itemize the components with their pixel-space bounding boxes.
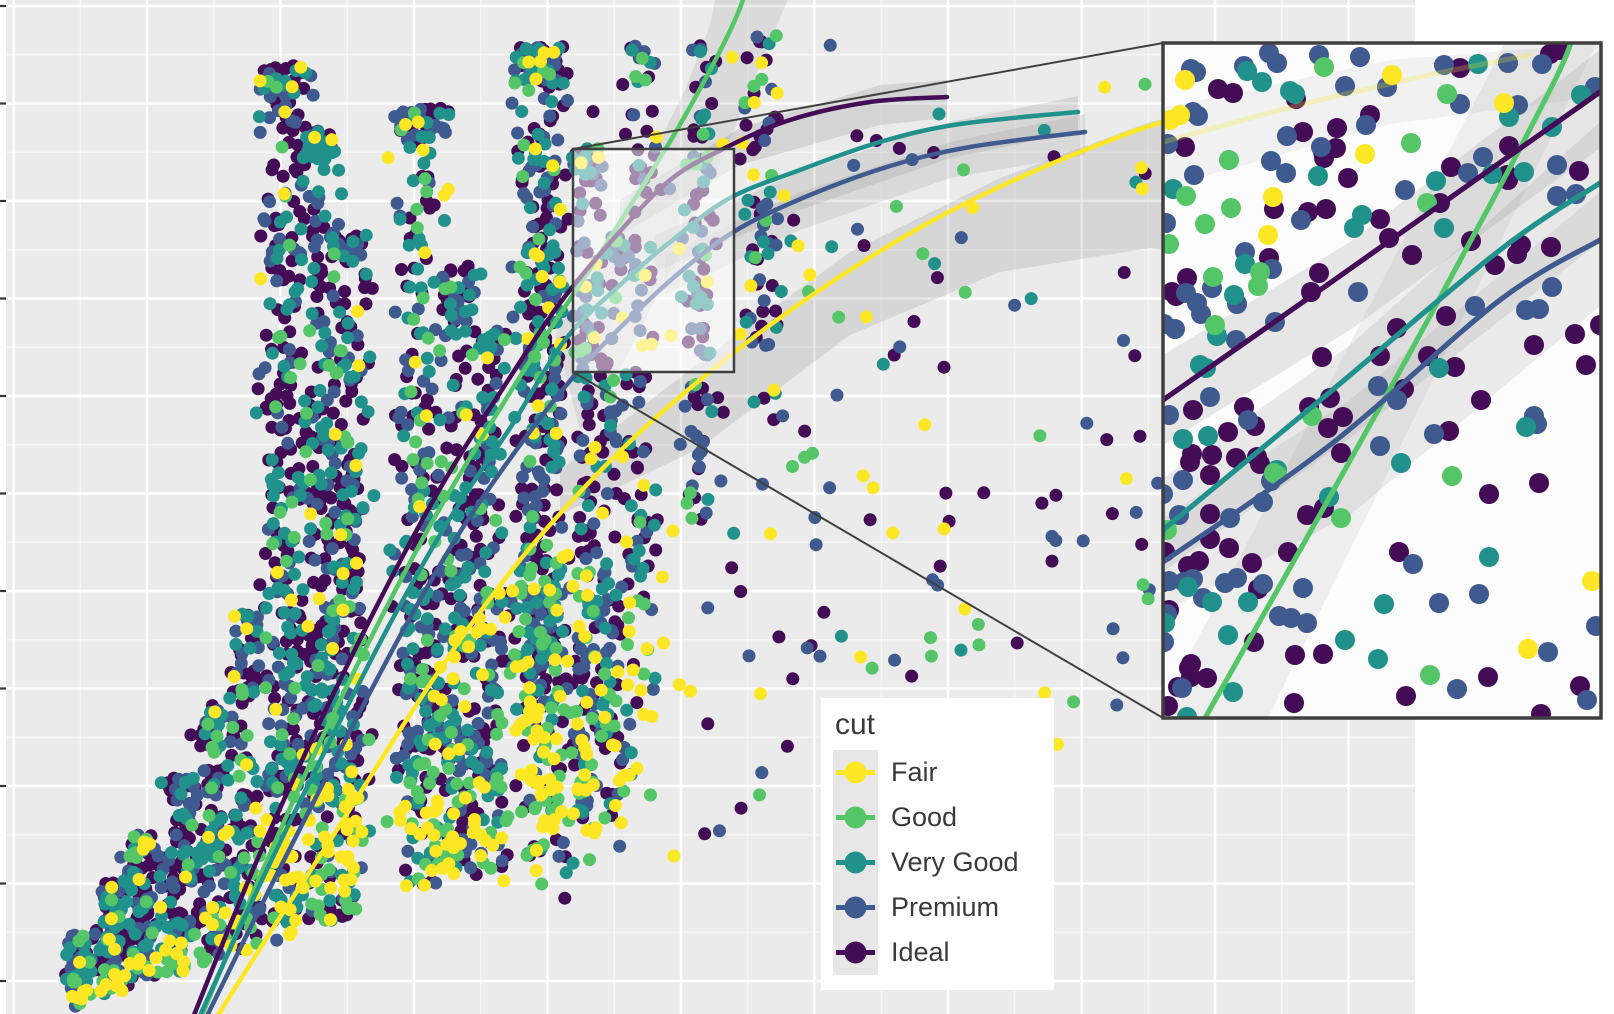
- legend: cut Fair Good Very Good Premium Ideal: [821, 698, 1054, 990]
- y-axis-tick-marks: [0, 4, 6, 983]
- inset-points-good: [1163, 57, 1462, 685]
- inset-smooth-lines: [1163, 43, 1601, 718]
- legend-key-very-good: [833, 840, 878, 885]
- zoom-source-rect: [571, 147, 736, 374]
- legend-entry-fair: Fair: [833, 750, 1054, 795]
- smooth-line-very-good: [198, 109, 1081, 1014]
- legend-title: cut: [835, 708, 876, 741]
- ribbon: [620, 80, 947, 235]
- legend-label-premium: Premium: [891, 892, 1000, 922]
- inset-border: [1161, 41, 1603, 720]
- zoom-inset-panel: [1161, 41, 1603, 720]
- legend-entry-premium: Premium: [833, 885, 1054, 930]
- zoom-connector-lines: [572, 42, 1164, 719]
- scatter-points: [59, 29, 1397, 1013]
- smooth-line-ideal: [191, 94, 950, 1014]
- inset-points-ideal: [1163, 43, 1601, 718]
- smooth-line-premium: [205, 129, 1088, 1014]
- smooth-line-good: [1202, 43, 1574, 718]
- connector-line: [572, 371, 1164, 719]
- legend-entry-ideal: Ideal: [833, 930, 1054, 975]
- smooth-line-premium: [1163, 237, 1601, 565]
- legend-key-fair: [833, 750, 878, 795]
- smooth-line-very-good: [1163, 180, 1601, 533]
- smooth-line-good: [200, 0, 746, 1014]
- inset-points-very-good: [1163, 54, 1591, 718]
- legend-entry-good: Good: [833, 795, 1054, 840]
- legend-key-ideal: [833, 930, 878, 975]
- smooth-line-fair: [1163, 52, 1533, 145]
- inset-scatter-points: [1163, 43, 1601, 718]
- ribbon: [665, 114, 1085, 295]
- legend-label-fair: Fair: [891, 757, 938, 787]
- legend-label-very-good: Very Good: [891, 847, 1019, 877]
- legend-label-good: Good: [891, 802, 958, 832]
- ribbon: [655, 96, 1078, 272]
- legend-key-premium: [833, 885, 878, 930]
- legend-entry-very-good: Very Good: [833, 840, 1054, 885]
- scatter-points-very-good: [60, 37, 1143, 1001]
- legend-label-ideal: Ideal: [891, 937, 950, 967]
- smooth-line-ideal: [1163, 89, 1601, 403]
- legend-key-good: [833, 795, 878, 840]
- connector-line: [572, 42, 1164, 150]
- scatter-points-ideal: [59, 35, 1397, 999]
